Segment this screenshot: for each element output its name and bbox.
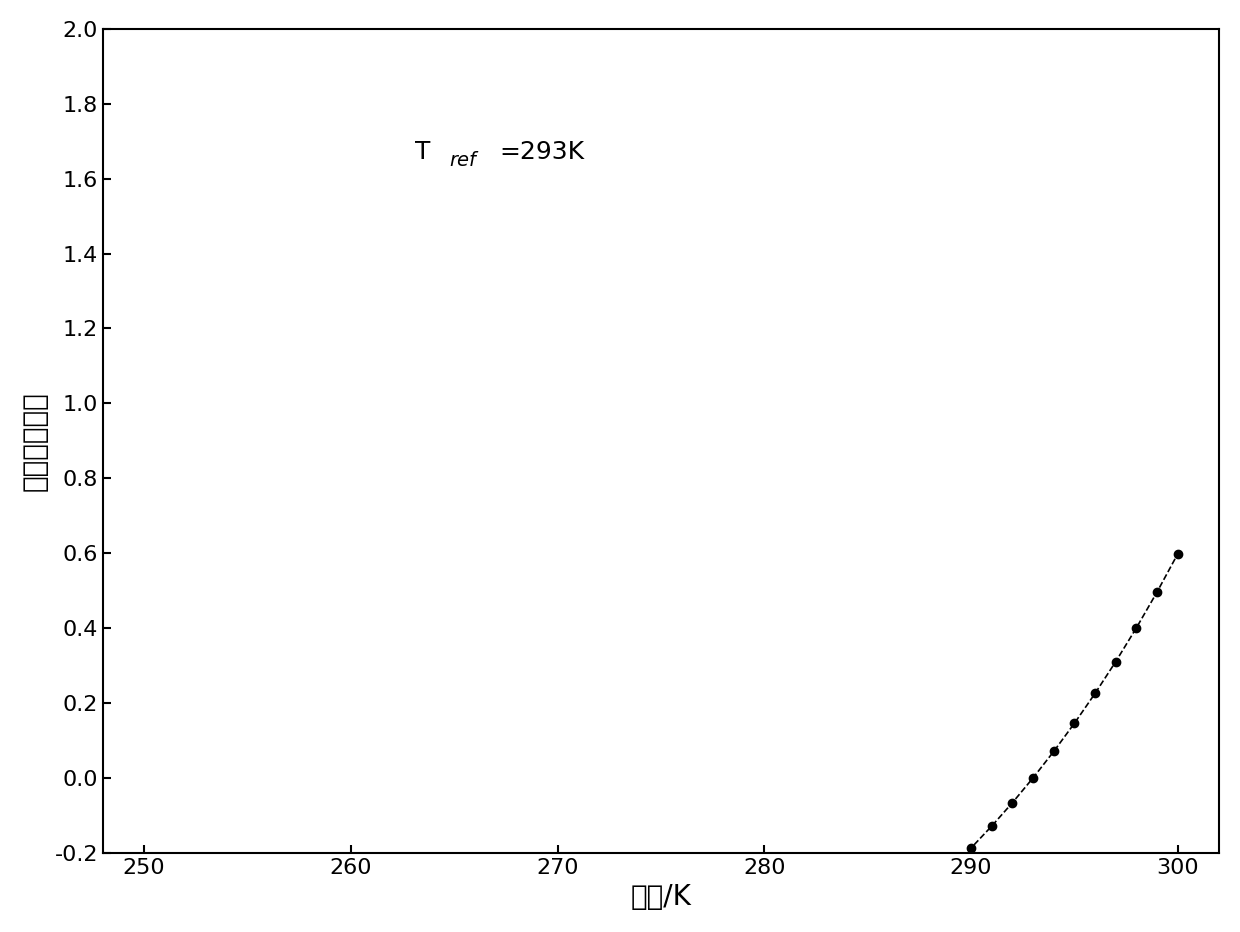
Y-axis label: 温度相关因子: 温度相关因子	[21, 391, 48, 490]
Text: T: T	[415, 141, 430, 164]
X-axis label: 温度/K: 温度/K	[630, 884, 692, 911]
Text: ref: ref	[449, 151, 476, 171]
Text: =293K: =293K	[498, 141, 584, 164]
